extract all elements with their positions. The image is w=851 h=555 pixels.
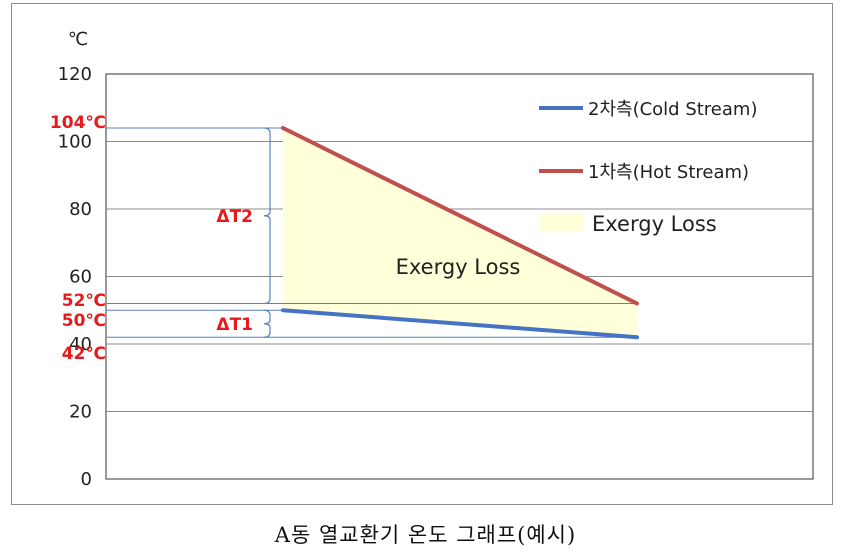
exergy-loss-area-label: Exergy Loss [396,255,521,279]
legend-swatch-exergy-loss [539,214,583,231]
exergy-loss-area [283,128,637,338]
delta-t1-label: ΔT1 [216,315,253,335]
value-annotation-label: 50℃ [62,311,106,331]
chart-frame [11,3,833,505]
y-tick-label: 120 [58,64,92,85]
legend-label-cold-stream: 2차측(Cold Stream) [588,99,757,120]
y-unit-label: ℃ [68,29,88,50]
value-annotation-label: 52℃ [62,291,106,311]
y-tick-label: 20 [69,402,92,423]
temperature-chart: 0 20 40 60 80 100 120 ℃ Exergy Loss ΔT2 ΔT1 104℃ 52℃… [50,29,814,490]
chart-caption: A동 열교환기 온도 그래프(예시) [274,523,577,547]
y-tick-label: 40 [69,334,92,355]
y-tick-label: 100 [58,132,92,153]
value-annotation-label: 42℃ [62,344,106,364]
y-tick-label: 0 [81,469,92,490]
series-line [281,308,639,340]
value-annotation-label: 104℃ [50,113,106,133]
legend-label-hot-stream: 1차측(Hot Stream) [588,162,749,183]
delta-t2-bracket [263,127,271,305]
delta-t2-label: ΔT2 [216,207,253,227]
series-line [281,126,639,306]
y-tick-label: 80 [69,199,92,220]
legend-label-exergy-loss: Exergy Loss [592,212,717,236]
delta-t1-bracket [263,309,271,338]
y-tick-label: 60 [69,267,92,288]
